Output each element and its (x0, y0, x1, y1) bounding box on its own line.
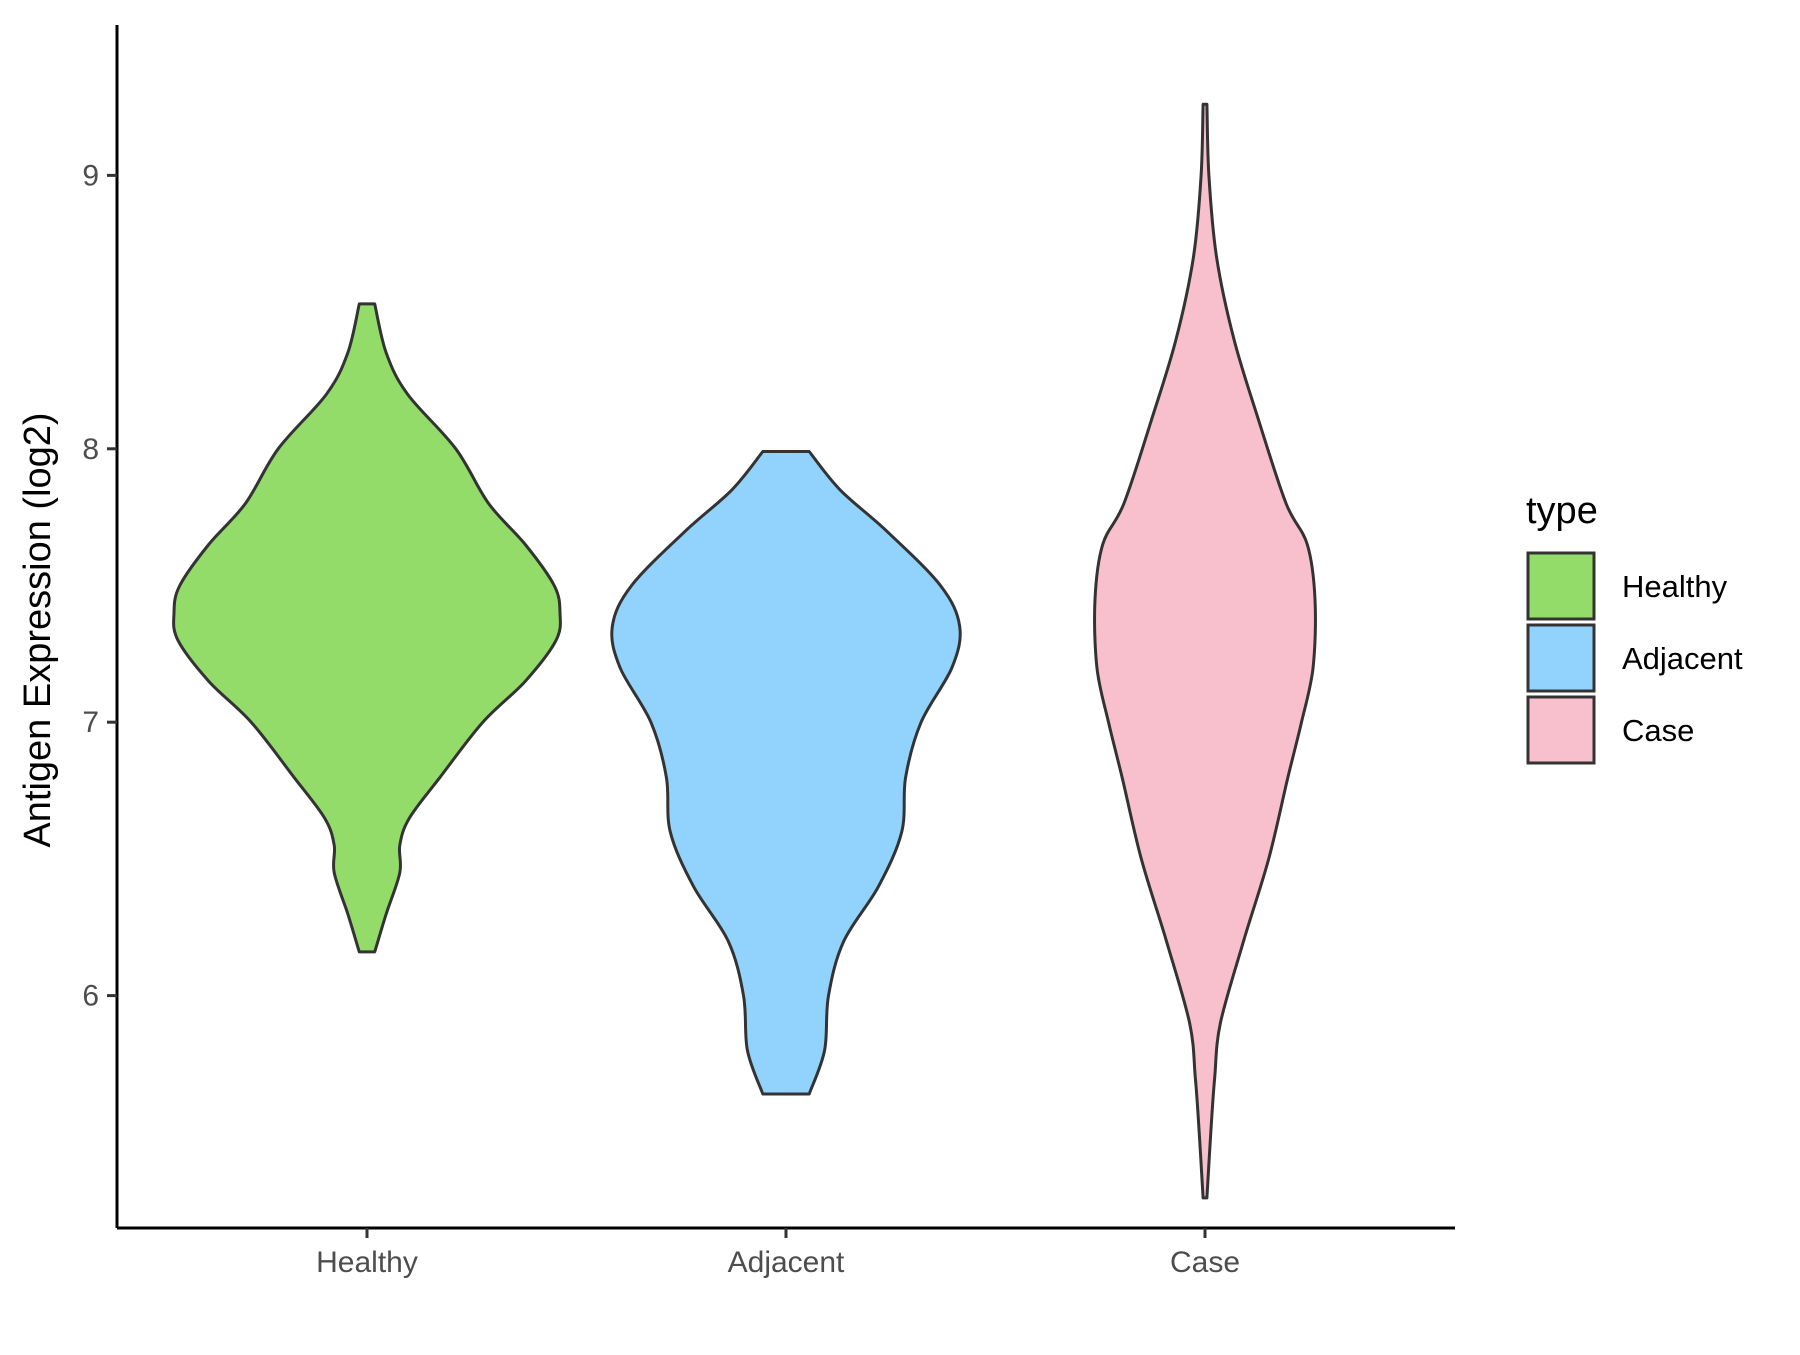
violin-adjacent (610, 450, 962, 1096)
legend-label-adjacent: Adjacent (1622, 641, 1743, 676)
legend: type Healthy Adjacent Case (1526, 490, 1743, 765)
axes-layer: 6 7 8 9 Healthy Adjacent Case (82, 25, 1455, 1279)
y-tick-label: 8 (82, 433, 99, 466)
x-tick-label: Case (1170, 1246, 1240, 1279)
legend-label-healthy: Healthy (1622, 569, 1728, 604)
violin-layer (172, 102, 1317, 1200)
y-tick-label: 7 (82, 706, 99, 739)
violin-healthy (172, 302, 562, 954)
legend-key-adjacent (1526, 623, 1596, 693)
x-tick-label: Healthy (316, 1246, 418, 1279)
y-tick-label: 6 (82, 980, 99, 1013)
y-axis-title: Antigen Expression (log2) (17, 412, 59, 847)
violin-case (1093, 102, 1317, 1200)
y-tick-label: 9 (82, 159, 99, 192)
legend-label-case: Case (1622, 713, 1694, 748)
legend-title: type (1526, 490, 1598, 532)
x-tick-label: Adjacent (728, 1246, 845, 1279)
legend-key-case (1526, 695, 1596, 765)
legend-key-healthy (1526, 551, 1596, 621)
